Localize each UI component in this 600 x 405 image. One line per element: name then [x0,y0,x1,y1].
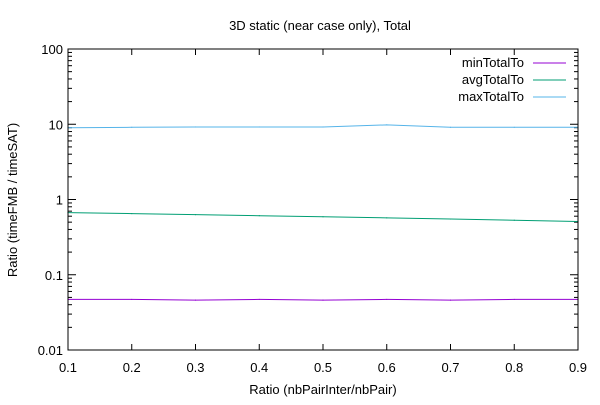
data-point-minTotalTo [258,298,260,301]
legend-label: maxTotalTo [458,89,524,104]
data-point-avgTotalTo [194,213,197,216]
data-point-minTotalTo [449,299,452,301]
x-axis-title: Ratio (nbPairInter/nbPair) [249,382,396,397]
data-point-maxTotalTo [386,124,388,126]
data-point-avgTotalTo [449,218,452,220]
y-tick-label: 1 [56,193,63,208]
data-point-avgTotalTo [386,217,388,219]
data-point-minTotalTo [194,299,197,301]
chart-title: 3D static (near case only), Total [229,18,411,33]
plot-frame [67,48,579,351]
y-axis-title: Ratio (timeFMB / timeSAT) [5,123,20,277]
legend: minTotalTo avgTotalTo maxTotalTo [458,55,566,104]
x-tick-label: 0.5 [314,360,332,375]
x-tick-label: 0.8 [505,360,523,375]
y-tick-label: 0.1 [45,268,63,283]
y-tick-label: 0.01 [38,343,63,358]
data-point-maxTotalTo [131,126,133,128]
data-point-minTotalTo [322,299,324,301]
x-tick-label: 0.6 [378,360,396,375]
x-tick-label: 0.9 [569,360,587,375]
x-tick-label: 0.4 [250,360,268,375]
data-point-minTotalTo [131,298,133,301]
x-tick-label: 0.3 [186,360,204,375]
data-point-maxTotalTo [322,126,324,128]
data-point-maxTotalTo [258,126,260,128]
data-point-avgTotalTo [131,212,133,215]
data-point-maxTotalTo [513,126,515,128]
data-point-minTotalTo [386,298,388,301]
x-tick-label: 0.1 [59,360,77,375]
legend-label: avgTotalTo [462,72,524,87]
y-tick-label: 100 [41,42,63,57]
plot-series [67,124,579,301]
x-tick-label: 0.2 [123,360,141,375]
data-point-maxTotalTo [194,126,197,128]
data-point-minTotalTo [513,298,515,301]
data-point-avgTotalTo [513,219,515,221]
data-point-avgTotalTo [322,216,324,218]
axis-ticks: 0.1 0.2 0.3 0.4 0.5 0.6 0.7 0.8 0.9 0.01 0.1 1 10 100 [38,42,587,375]
legend-label: minTotalTo [462,55,524,70]
y-tick-label: 10 [49,117,63,132]
data-point-maxTotalTo [449,126,452,128]
data-point-avgTotalTo [258,215,260,217]
x-tick-label: 0.7 [441,360,459,375]
